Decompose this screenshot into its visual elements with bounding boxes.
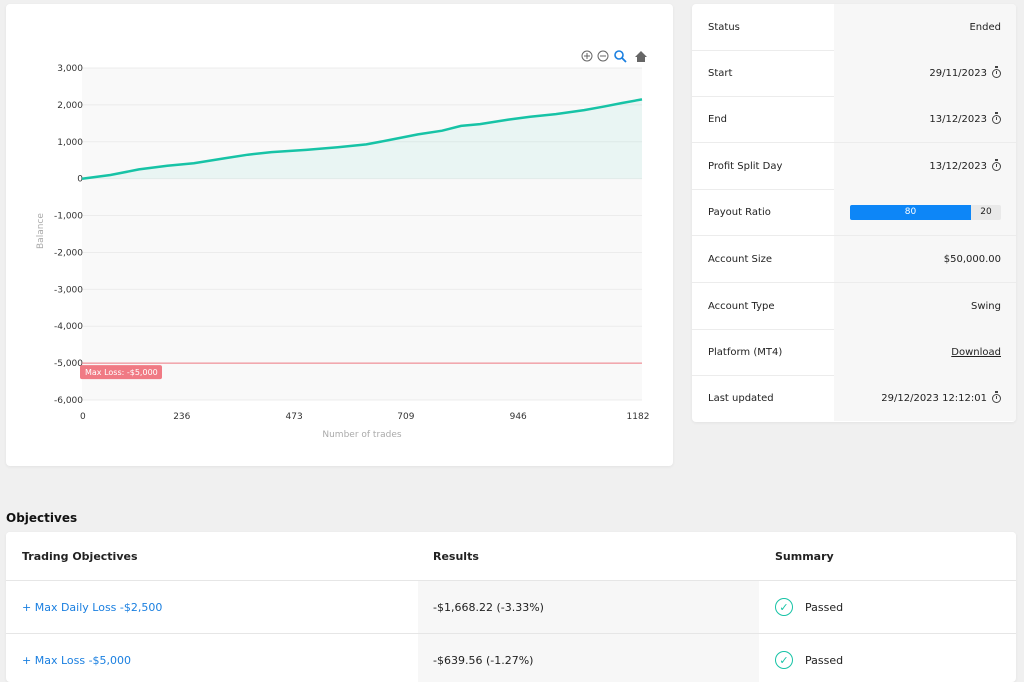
info-row-start: Start 29/11/2023 — [692, 50, 1016, 97]
y-tick-label: -6,000 — [54, 396, 83, 406]
objective-max-daily-loss-toggle[interactable]: + Max Daily Loss -$2,500 — [22, 600, 163, 614]
y-tick-label: 3,000 — [57, 64, 83, 74]
info-label: Status — [708, 21, 740, 33]
y-tick-label: 2,000 — [57, 101, 83, 111]
x-tick-label: 473 — [286, 412, 303, 422]
info-label: Payout Ratio — [708, 206, 771, 218]
column-header-summary: Summary — [759, 532, 1016, 580]
objective-result: -$1,668.22 (-3.33%) — [418, 581, 759, 633]
info-row-status: Status Ended — [692, 4, 1016, 51]
payout-firm-share: 20 — [971, 204, 1001, 220]
info-label: Start — [708, 67, 733, 79]
platform-download-link[interactable]: Download — [951, 346, 1001, 358]
reset-home-icon[interactable] — [635, 51, 647, 62]
info-row-account-type: Account Type Swing — [692, 283, 1016, 330]
column-header-results: Results — [418, 532, 759, 580]
account-type-value: Swing — [971, 300, 1001, 312]
stopwatch-icon — [992, 112, 1001, 124]
info-label: End — [708, 113, 728, 125]
payout-ratio-bar: 80 20 — [850, 204, 1001, 220]
account-info-card: Status Ended Start 29/11/2023 End 13/12/… — [692, 4, 1016, 422]
info-row-end: End 13/12/2023 — [692, 96, 1016, 143]
zoom-select-icon[interactable] — [614, 50, 627, 63]
stopwatch-icon — [992, 159, 1001, 171]
profit-split-day-value: 13/12/2023 — [929, 160, 987, 172]
objectives-header-row: Trading Objectives Results Summary — [6, 532, 1016, 581]
info-label: Profit Split Day — [708, 160, 783, 172]
info-label: Platform (MT4) — [708, 346, 783, 358]
last-updated-value: 29/12/2023 12:12:01 — [881, 392, 987, 404]
x-tick-label: 709 — [397, 412, 414, 422]
y-tick-label: -2,000 — [54, 248, 83, 258]
y-tick-label: -1,000 — [54, 212, 83, 222]
table-row: + Max Daily Loss -$2,500 -$1,668.22 (-3.… — [6, 581, 1016, 634]
y-tick-label: 0 — [77, 175, 83, 185]
stopwatch-icon — [992, 391, 1001, 403]
x-tick-label: 1182 — [627, 412, 650, 422]
column-header-objectives: Trading Objectives — [6, 532, 418, 580]
balance-series-line — [81, 98, 643, 180]
info-row-payout-ratio: Payout Ratio 80 20 — [692, 189, 1016, 236]
objective-result: -$639.56 (-1.27%) — [418, 634, 759, 682]
stopwatch-icon — [992, 66, 1001, 78]
objectives-table: Trading Objectives Results Summary + Max… — [6, 532, 1016, 682]
x-tick-label: 946 — [510, 412, 527, 422]
x-axis-title: Number of trades — [322, 430, 402, 440]
info-row-account-size: Account Size $50,000.00 — [692, 236, 1016, 283]
objective-summary: Passed — [805, 653, 844, 667]
info-row-last-updated: Last updated 29/12/2023 12:12:01 — [692, 375, 1016, 421]
y-tick-label: -5,000 — [54, 359, 83, 369]
y-tick-label: 1,000 — [57, 138, 83, 148]
info-label: Account Type — [708, 300, 775, 312]
max-loss-annotation: Max Loss: -$5,000 — [80, 365, 162, 380]
plot-area-background — [82, 68, 642, 400]
account-size-value: $50,000.00 — [943, 253, 1001, 265]
x-tick-label: 236 — [173, 412, 190, 422]
check-circle-icon: ✓ — [775, 651, 793, 669]
objectives-heading: Objectives — [6, 511, 78, 525]
zoom-out-icon[interactable] — [597, 50, 609, 62]
balance-chart-card: 3,000 2,000 1,000 0 -1,000 -2,000 -3,000 -4,000… — [6, 4, 673, 466]
balance-chart: 3,000 2,000 1,000 0 -1,000 -2,000 -3,000 -4,000… — [36, 50, 650, 440]
zoom-in-icon[interactable] — [581, 50, 593, 62]
y-tick-label: -4,000 — [54, 322, 83, 332]
objective-max-loss-toggle[interactable]: + Max Loss -$5,000 — [22, 653, 132, 667]
max-loss-label-background — [80, 365, 162, 380]
y-axis-title: Balance — [36, 213, 46, 249]
info-label: Last updated — [708, 392, 774, 404]
status-value: Ended — [969, 21, 1001, 33]
info-row-profit-split-day: Profit Split Day 13/12/2023 — [692, 143, 1016, 190]
info-row-platform: Platform (MT4) Download — [692, 329, 1016, 376]
check-circle-icon: ✓ — [775, 598, 793, 616]
max-loss-label: Max Loss: -$5,000 — [85, 368, 158, 377]
x-tick-label: 0 — [80, 412, 86, 422]
table-row: + Max Loss -$5,000 -$639.56 (-1.27%) ✓ Pa… — [6, 634, 1016, 682]
info-label: Account Size — [708, 253, 773, 265]
y-tick-label: -3,000 — [54, 285, 83, 295]
objective-summary: Passed — [805, 600, 844, 614]
start-date-value: 29/11/2023 — [929, 67, 987, 79]
payout-trader-share: 80 — [850, 204, 971, 220]
end-date-value: 13/12/2023 — [929, 113, 987, 125]
